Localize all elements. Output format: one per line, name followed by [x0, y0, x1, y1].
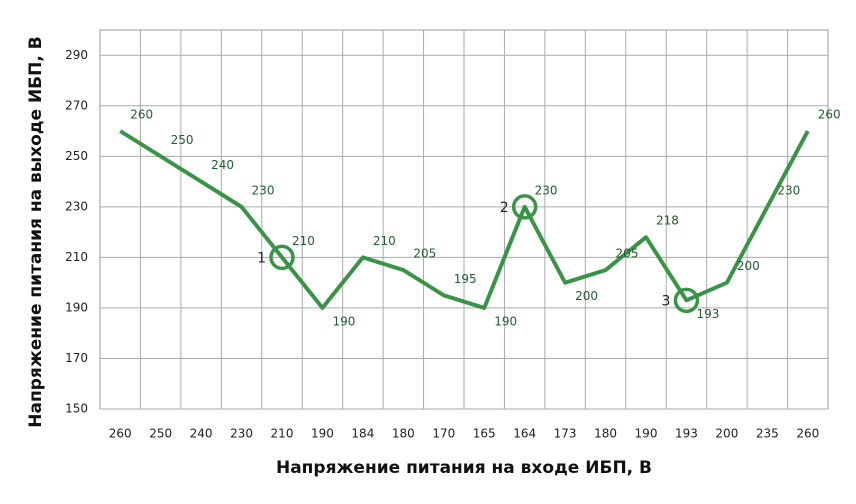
- x-tick-label: 235: [756, 427, 779, 441]
- value-label: 250: [171, 133, 194, 147]
- value-label: 230: [252, 183, 275, 197]
- x-tick-label: 250: [149, 427, 172, 441]
- highlight-circle: [511, 194, 538, 220]
- value-label: 205: [616, 247, 639, 261]
- y-tick-label: 270: [65, 98, 88, 112]
- x-tick-label: 184: [351, 427, 374, 441]
- highlight-circle: [673, 287, 700, 314]
- value-label: 193: [696, 307, 719, 321]
- value-label: 210: [373, 234, 396, 248]
- y-tick-label: 210: [65, 250, 88, 264]
- y-tick-label: 230: [65, 199, 88, 213]
- y-tick-label: 150: [65, 402, 88, 416]
- x-tick-label: 193: [675, 427, 698, 441]
- y-tick-label: 190: [65, 300, 88, 314]
- x-tick-label: 200: [715, 427, 738, 441]
- x-tick-label: 240: [190, 427, 213, 441]
- x-tick-label: 173: [554, 427, 577, 441]
- x-axis-label: Напряжение питания на входе ИБП, В: [276, 458, 652, 478]
- value-label: 195: [454, 272, 477, 286]
- value-label: 230: [535, 183, 558, 197]
- y-tick-label: 170: [65, 351, 88, 365]
- value-label: 190: [332, 314, 355, 328]
- x-tick-label: 164: [513, 427, 536, 441]
- y-axis-label: Напряжение питания на выходе ИБП, В: [26, 36, 46, 427]
- marker-label: 2: [500, 200, 509, 216]
- value-label: 230: [777, 183, 800, 197]
- value-label: 200: [737, 259, 760, 273]
- x-tick-label: 180: [594, 427, 617, 441]
- value-label: 210: [292, 234, 315, 248]
- x-tick-label: 260: [796, 427, 819, 441]
- x-tick-label: 190: [635, 427, 658, 441]
- value-label: 218: [656, 214, 679, 228]
- x-tick-label: 260: [109, 427, 132, 441]
- x-tick-label: 170: [432, 427, 455, 441]
- data-line: [119, 129, 810, 310]
- x-tick-label: 190: [311, 427, 334, 441]
- y-tick-label: 250: [65, 149, 88, 163]
- highlight-circle: [269, 244, 295, 271]
- value-label: 190: [494, 314, 517, 328]
- value-label: 205: [413, 247, 436, 261]
- x-tick-label: 180: [392, 427, 415, 441]
- x-tick-label: 230: [230, 427, 253, 441]
- y-tick-label: 290: [65, 48, 88, 62]
- marker-label: 1: [257, 250, 266, 266]
- value-label: 240: [211, 158, 234, 172]
- marker-label: 3: [662, 293, 671, 309]
- x-tick-label: 165: [473, 427, 496, 441]
- value-label: 200: [575, 289, 598, 303]
- x-tick-label: 210: [271, 427, 294, 441]
- value-label: 260: [130, 108, 153, 122]
- value-label: 260: [818, 108, 841, 122]
